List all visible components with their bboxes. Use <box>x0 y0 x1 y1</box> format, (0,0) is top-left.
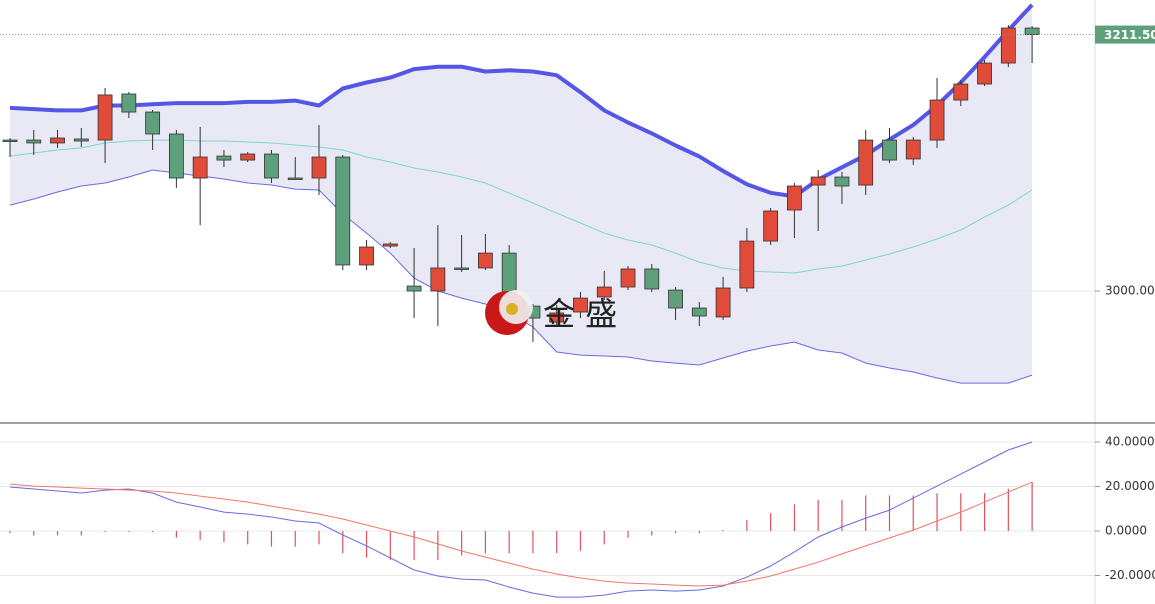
candle-body <box>359 246 374 266</box>
y-tick-label: 20.0000 <box>1105 479 1155 493</box>
candle-body <box>834 176 850 187</box>
candle-body <box>477 252 493 269</box>
candle-body <box>573 297 588 313</box>
candle-body <box>97 94 113 141</box>
candle-body <box>50 137 65 144</box>
candle-body <box>1000 27 1016 64</box>
y-tick-label: 3000.00 <box>1105 284 1155 298</box>
candle-body <box>668 289 683 309</box>
candle-body <box>287 177 303 180</box>
candle-body <box>715 287 731 318</box>
watermark-text: 金 盛 <box>543 295 617 333</box>
macd-line <box>9 441 1033 598</box>
logo-dot <box>506 303 518 315</box>
candle-body <box>26 139 42 144</box>
candle-body <box>620 268 636 288</box>
candle-body <box>2 139 18 142</box>
candle-body <box>787 185 802 211</box>
candle-body <box>905 139 921 160</box>
candle-body <box>240 153 256 161</box>
band-fill <box>10 4 1033 384</box>
candle-body <box>216 155 232 161</box>
candle-body <box>264 153 279 179</box>
macd-line <box>9 481 1033 587</box>
candle-body <box>121 93 137 113</box>
candle-body <box>953 83 969 101</box>
candle-body <box>763 210 779 242</box>
candle-body <box>882 139 897 161</box>
candle-body <box>192 156 208 179</box>
candle-body <box>382 243 398 247</box>
candle-body <box>335 156 351 266</box>
candle-body <box>406 285 422 292</box>
candle-body <box>430 267 446 292</box>
candle-body <box>691 307 707 317</box>
candle-body <box>454 267 470 270</box>
y-tick-label: 40.0000 <box>1105 435 1155 449</box>
last-price-box <box>1095 25 1155 44</box>
candle-body <box>929 99 945 141</box>
last-price-label: 3211.50 <box>1104 28 1155 42</box>
candle-body <box>739 240 755 289</box>
candle-body <box>1024 27 1040 35</box>
y-tick-label: -20.0000 <box>1105 568 1155 582</box>
candle-body <box>810 176 826 186</box>
candle-body <box>644 268 660 290</box>
candle-body <box>549 312 565 323</box>
candle-body <box>311 156 327 179</box>
watermark: 金 盛 <box>485 290 617 335</box>
candle-body <box>145 111 161 135</box>
candle-body <box>168 133 184 179</box>
y-tick-label: 0.0000 <box>1105 524 1147 538</box>
candle-body <box>977 62 992 85</box>
candle-body <box>858 139 874 186</box>
candle-body <box>73 138 89 142</box>
candle-body <box>596 286 612 298</box>
